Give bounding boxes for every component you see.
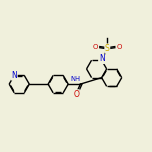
Text: S: S xyxy=(105,44,110,53)
Text: O: O xyxy=(73,90,79,99)
Text: NH: NH xyxy=(70,76,80,82)
Text: N: N xyxy=(11,71,17,80)
Text: N: N xyxy=(99,54,105,63)
Text: O: O xyxy=(117,44,122,50)
Text: O: O xyxy=(92,44,98,50)
